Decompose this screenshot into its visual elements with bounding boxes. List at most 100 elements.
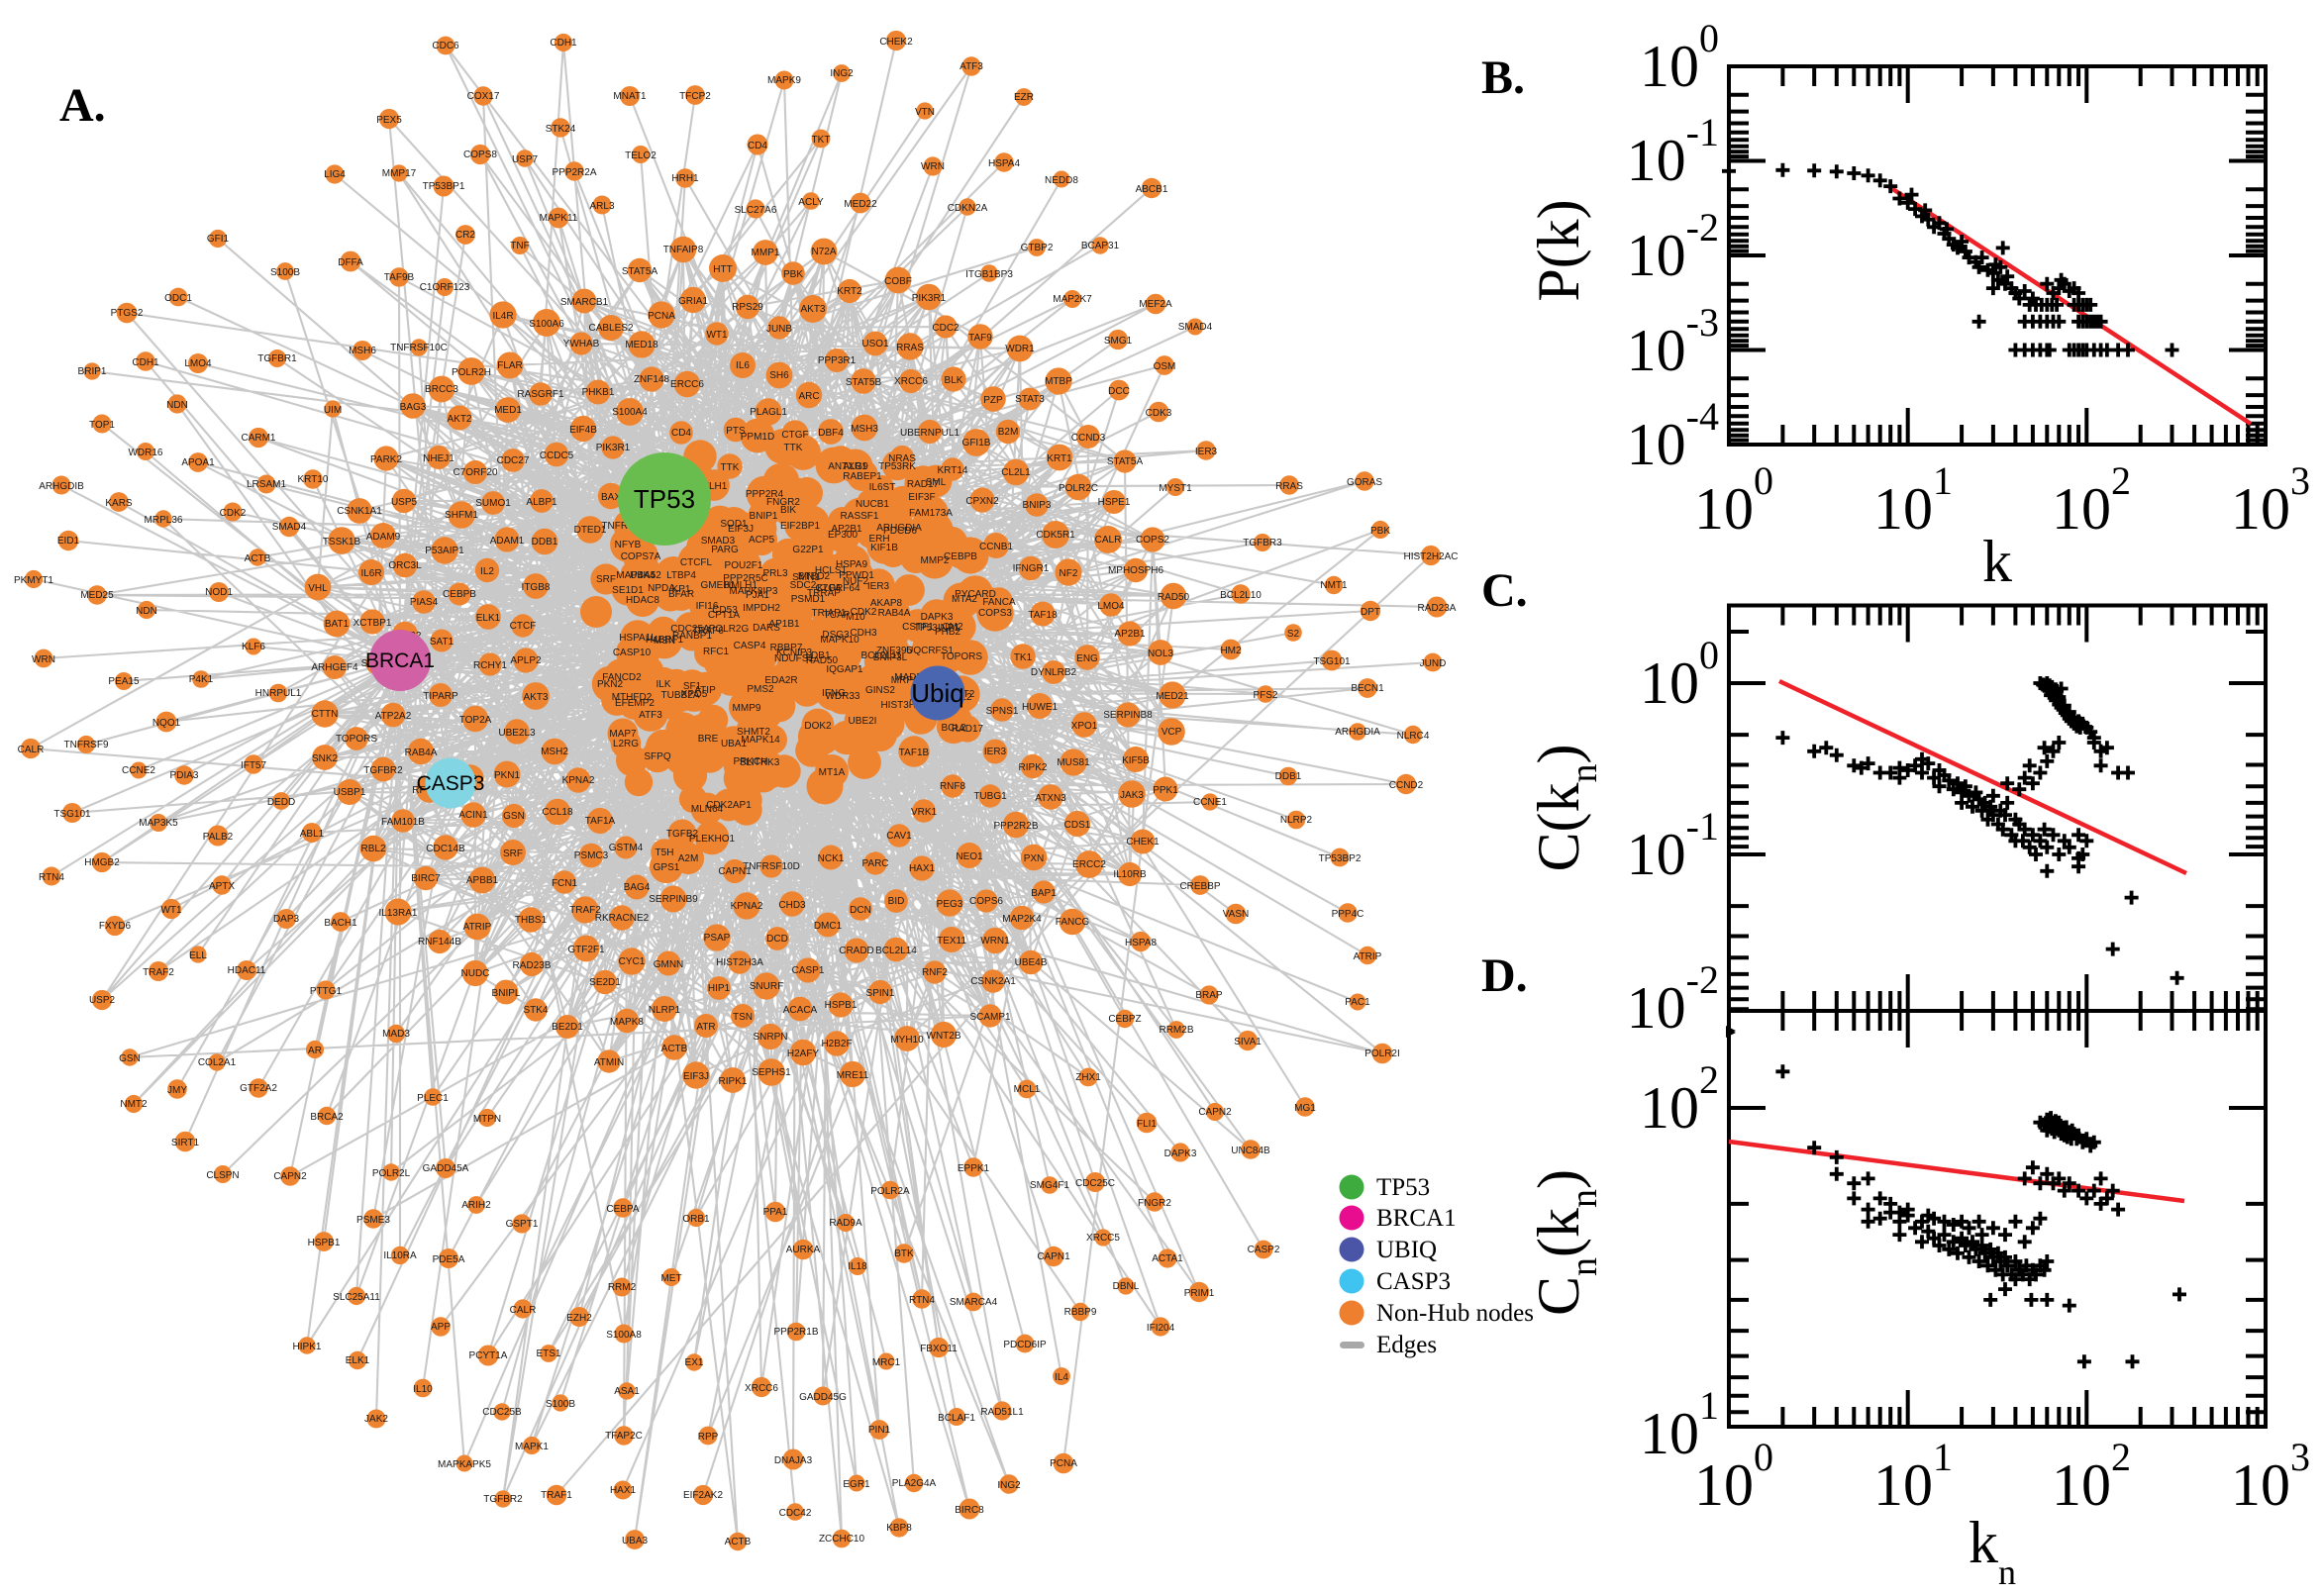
svg-text:FBXO11: FBXO11: [920, 1344, 958, 1354]
svg-text:TP53RK: TP53RK: [878, 461, 916, 472]
svg-text:WRN: WRN: [921, 161, 945, 172]
svg-text:BNIPL: BNIPL: [492, 988, 521, 999]
svg-text:RAD50: RAD50: [1158, 592, 1190, 603]
svg-text:SERPINB9: SERPINB9: [649, 894, 698, 905]
svg-text:ATIP: ATIP: [694, 685, 716, 696]
svg-text:PIAS4: PIAS4: [410, 597, 439, 608]
svg-text:USO1: USO1: [861, 339, 889, 349]
svg-text:MED18: MED18: [625, 340, 658, 350]
svg-text:ADAM1: ADAM1: [490, 536, 525, 547]
svg-text:UBIQ: UBIQ: [1376, 1237, 1437, 1263]
svg-text:XPO1: XPO1: [1071, 721, 1098, 732]
svg-text:UQCRFS1: UQCRFS1: [906, 646, 954, 656]
svg-text:IFI204: IFI204: [1147, 1323, 1175, 1334]
svg-text:RASGRF1: RASGRF1: [517, 389, 564, 400]
svg-text:PZP: PZP: [983, 395, 1003, 406]
svg-text:H2B2F: H2B2F: [821, 1039, 852, 1049]
svg-text:KLF4: KLF4: [817, 583, 841, 594]
svg-text:RAB4A: RAB4A: [405, 748, 438, 758]
svg-text:GPS1: GPS1: [654, 862, 680, 873]
svg-text:KRT10: KRT10: [298, 474, 329, 485]
svg-text:TSN: TSN: [733, 1012, 753, 1023]
svg-text:EIF3J: EIF3J: [728, 524, 754, 535]
svg-text:CDK5R1: CDK5R1: [1036, 530, 1075, 541]
svg-text:VHL: VHL: [308, 583, 328, 594]
svg-text:SMAD3: SMAD3: [701, 536, 736, 547]
svg-text:GORAS: GORAS: [1347, 477, 1382, 488]
svg-text:IL13RA1: IL13RA1: [379, 908, 418, 919]
svg-text:PTS: PTS: [726, 426, 746, 437]
svg-text:APTX: APTX: [209, 881, 235, 892]
svg-text:UBERNPUL1: UBERNPUL1: [900, 428, 960, 439]
svg-text:AP2B1: AP2B1: [831, 524, 862, 535]
svg-text:CSTF1: CSTF1: [902, 622, 934, 633]
svg-text:C.: C.: [1481, 564, 1528, 617]
svg-text:WDR33: WDR33: [825, 691, 859, 702]
svg-text:PEA15: PEA15: [108, 676, 140, 687]
svg-text:MCL1: MCL1: [1014, 1084, 1041, 1095]
svg-text:ATP2A2: ATP2A2: [375, 711, 412, 722]
svg-text:TSSK1B: TSSK1B: [323, 537, 361, 548]
svg-text:DARS: DARS: [753, 623, 780, 634]
svg-text:ITGB8: ITGB8: [522, 582, 551, 593]
svg-text:NLRP1: NLRP1: [649, 1005, 681, 1016]
svg-text:RBL2: RBL2: [360, 844, 385, 854]
svg-text:DMC1: DMC1: [814, 921, 843, 932]
svg-text:JAK3: JAK3: [1120, 790, 1144, 801]
svg-text:USP2: USP2: [89, 995, 116, 1006]
svg-text:TK1: TK1: [1014, 652, 1033, 663]
svg-text:HDAC11: HDAC11: [228, 965, 266, 976]
svg-text:S100A6: S100A6: [529, 319, 564, 330]
svg-text:A2M: A2M: [678, 853, 699, 864]
svg-text:AKAP8: AKAP8: [870, 598, 903, 609]
svg-text:DPT: DPT: [1361, 607, 1380, 618]
svg-text:CABLES2: CABLES2: [588, 323, 633, 334]
svg-text:CCNE1: CCNE1: [1193, 797, 1227, 808]
svg-text:IL6ST: IL6ST: [869, 482, 896, 493]
svg-text:H4BRF1: H4BRF1: [646, 635, 684, 646]
svg-text:Ubiq: Ubiq: [911, 678, 963, 708]
svg-text:EX1: EX1: [685, 1357, 704, 1368]
svg-text:ERH: ERH: [868, 534, 889, 545]
svg-text:ACACA: ACACA: [783, 1005, 818, 1016]
svg-text:CM2: CM2: [942, 622, 963, 633]
svg-text:RPP: RPP: [698, 1432, 719, 1443]
svg-text:SHMT2: SHMT2: [737, 727, 770, 738]
svg-text:MAD3: MAD3: [382, 1029, 410, 1040]
svg-text:10-2: 10-2: [1627, 205, 1719, 288]
svg-text:COPS8: COPS8: [463, 150, 497, 160]
svg-text:RPS29: RPS29: [732, 302, 763, 313]
svg-text:PDCD6IP: PDCD6IP: [1003, 1340, 1047, 1350]
svg-text:IL6R: IL6R: [360, 568, 381, 579]
svg-text:CTCFL: CTCFL: [680, 557, 713, 568]
svg-text:PIK3R1: PIK3R1: [596, 443, 631, 453]
svg-text:TRAF6: TRAF6: [692, 626, 724, 637]
svg-text:MYST1: MYST1: [1159, 483, 1192, 494]
svg-text:RABEP1: RABEP1: [843, 471, 882, 482]
svg-text:CDC42: CDC42: [779, 1508, 812, 1519]
svg-text:PPP2R2A: PPP2R2A: [552, 167, 596, 178]
svg-text:IMPDH2: IMPDH2: [743, 603, 780, 614]
svg-text:BAG4: BAG4: [624, 882, 651, 893]
svg-text:NOD1: NOD1: [205, 587, 233, 598]
svg-text:CHD3: CHD3: [778, 900, 806, 911]
svg-text:APLP2: APLP2: [510, 655, 542, 666]
svg-text:DEDD: DEDD: [267, 797, 295, 808]
svg-text:DDB1: DDB1: [1275, 771, 1302, 782]
svg-text:101: 101: [1873, 1435, 1953, 1518]
svg-text:MADD: MADD: [894, 672, 923, 683]
svg-text:FAM101B: FAM101B: [381, 817, 425, 828]
svg-text:TFAP2C: TFAP2C: [605, 1431, 643, 1442]
svg-text:WDR16: WDR16: [128, 448, 162, 458]
svg-text:HSPB1: HSPB1: [825, 1000, 858, 1011]
svg-text:PLAGL1: PLAGL1: [750, 407, 787, 418]
svg-text:UBA1: UBA1: [721, 739, 748, 749]
svg-text:IL4: IL4: [1055, 1372, 1068, 1383]
svg-text:ACTA1: ACTA1: [1152, 1253, 1183, 1264]
svg-text:LRSAM1: LRSAM1: [247, 479, 286, 490]
svg-text:GRIA1: GRIA1: [678, 296, 708, 307]
svg-text:FLI1: FLI1: [1137, 1119, 1157, 1130]
svg-text:DDB1: DDB1: [532, 537, 558, 548]
svg-text:NHEJ1: NHEJ1: [423, 453, 454, 464]
svg-text:HIPK1: HIPK1: [293, 1342, 322, 1352]
